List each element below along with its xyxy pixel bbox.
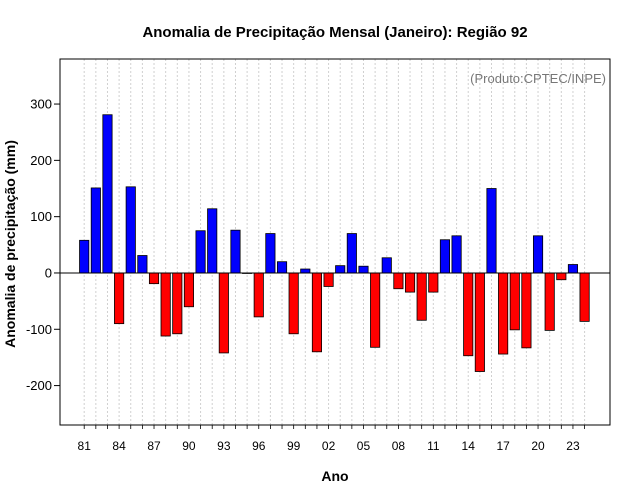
bar-1981: [79, 239, 90, 274]
x-tick-label: 90: [182, 439, 196, 453]
plot-frame: [59, 58, 611, 426]
bar-1984: [114, 272, 125, 325]
bar-2024: [579, 272, 590, 322]
x-tick-label: 05: [357, 439, 371, 453]
bar-1999: [288, 272, 299, 335]
bar-2001: [311, 272, 322, 353]
bar-2003: [335, 265, 346, 274]
y-axis: -200 -100 0 100 200 300: [26, 97, 60, 393]
bar-2006: [370, 272, 381, 348]
bar-1997: [265, 233, 276, 274]
bar-2018: [509, 272, 520, 331]
bar-1991: [195, 230, 206, 274]
bar-1993: [218, 272, 229, 354]
bar-2013: [451, 235, 462, 274]
bar-2015: [474, 272, 485, 372]
y-axis-title: Anomalia de precipitação (mm): [2, 140, 18, 348]
y-tick-label: -100: [26, 322, 52, 337]
y-tick-label: 0: [45, 265, 52, 280]
credit-label: (Produto:CPTEC/INPE): [470, 71, 606, 86]
y-tick-label: 300: [30, 97, 52, 112]
bar-2011: [428, 272, 439, 293]
bar-1982: [90, 187, 101, 274]
bar-1987: [148, 272, 160, 285]
x-tick-label: 23: [566, 439, 580, 453]
bar-2004: [346, 233, 357, 274]
bar-2021: [544, 272, 555, 331]
bar-2014: [463, 272, 474, 357]
y-tick-label: 100: [30, 209, 52, 224]
grid: [83, 59, 586, 425]
bar-2007: [381, 257, 392, 274]
y-tick-label: 200: [30, 153, 52, 168]
bar-1986: [137, 255, 148, 274]
x-tick-label: 20: [531, 439, 545, 453]
y-tick-label: -200: [26, 378, 52, 393]
x-tick-label: 02: [322, 439, 336, 453]
bar-1994: [230, 229, 241, 274]
bar-1983: [102, 114, 113, 274]
x-tick-label: 96: [252, 439, 266, 453]
bar-2005: [358, 265, 369, 274]
x-tick-label: 11: [427, 439, 440, 453]
x-tick-label: 99: [287, 439, 301, 453]
bar-1992: [207, 208, 218, 274]
x-axis: 81 84 87 90 93 96 99 02 05 08 11 14 17 20 23: [78, 425, 585, 453]
x-tick-label: 84: [112, 439, 126, 453]
bar-2023: [567, 264, 578, 274]
x-tick-label: 81: [78, 439, 92, 453]
chart-title: Anomalia de Precipitação Mensal (Janeiro…: [142, 24, 527, 41]
bar-1989: [172, 272, 183, 335]
bar-2020: [532, 235, 544, 274]
bar-2016: [486, 188, 497, 274]
bar-1990: [183, 272, 194, 308]
x-tick-label: 93: [217, 439, 231, 453]
x-axis-title: Ano: [321, 468, 348, 484]
bar-2002: [323, 272, 334, 287]
bar-1988: [160, 272, 171, 337]
bar-1996: [253, 272, 264, 318]
bars: [79, 114, 590, 372]
bar-2022: [556, 272, 567, 281]
bar-2012: [439, 239, 450, 274]
bar-2009: [404, 272, 416, 293]
bar-1998: [276, 261, 288, 274]
bar-2008: [393, 272, 404, 290]
x-tick-label: 17: [496, 439, 510, 453]
bar-2010: [416, 272, 427, 321]
bar-2017: [498, 272, 509, 355]
x-tick-label: 87: [147, 439, 161, 453]
bar-2000: [300, 268, 311, 274]
x-tick-label: 14: [462, 439, 476, 453]
x-tick-label: 08: [392, 439, 406, 453]
bar-1985: [125, 186, 136, 274]
bar-2019: [521, 272, 532, 349]
